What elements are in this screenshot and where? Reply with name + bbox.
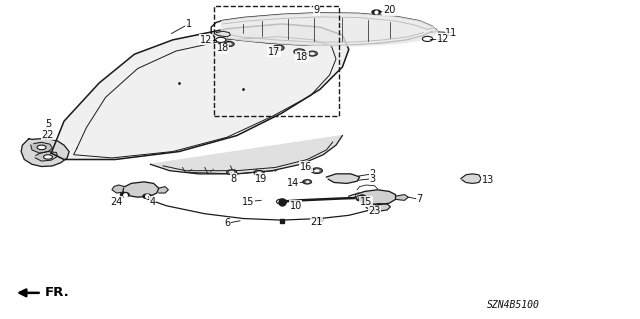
Text: 12: 12 (436, 34, 449, 44)
Text: 6: 6 (224, 218, 230, 228)
Circle shape (44, 155, 52, 159)
Text: 1: 1 (186, 19, 192, 29)
Polygon shape (159, 187, 168, 193)
Circle shape (275, 47, 282, 49)
Circle shape (227, 170, 237, 175)
Text: 5: 5 (45, 119, 51, 130)
Text: 13: 13 (481, 175, 494, 185)
Circle shape (257, 172, 262, 174)
Text: 20: 20 (383, 5, 396, 15)
Polygon shape (35, 152, 58, 161)
Polygon shape (355, 190, 396, 205)
Circle shape (37, 145, 46, 150)
Circle shape (216, 37, 226, 42)
Text: SZN4B5100: SZN4B5100 (486, 300, 540, 310)
Polygon shape (31, 142, 52, 153)
Text: 23: 23 (368, 206, 381, 216)
Polygon shape (21, 139, 69, 167)
Polygon shape (396, 195, 408, 200)
Circle shape (254, 170, 264, 175)
Circle shape (311, 168, 323, 174)
Circle shape (294, 49, 305, 55)
Text: 19: 19 (255, 174, 268, 184)
Circle shape (305, 181, 310, 183)
Text: 18: 18 (216, 43, 229, 54)
Polygon shape (326, 174, 360, 183)
Circle shape (310, 52, 315, 55)
Circle shape (356, 195, 367, 200)
Text: 4: 4 (149, 197, 156, 207)
Text: 22: 22 (42, 130, 54, 140)
Circle shape (307, 51, 317, 56)
Polygon shape (51, 24, 349, 160)
Text: 14: 14 (287, 178, 300, 189)
Circle shape (227, 43, 232, 45)
Text: 18: 18 (296, 52, 308, 62)
Text: 15: 15 (360, 197, 372, 207)
Circle shape (276, 199, 287, 204)
Text: 2: 2 (369, 169, 376, 179)
Polygon shape (461, 174, 481, 183)
Text: 9: 9 (314, 5, 320, 15)
Text: 24: 24 (110, 197, 123, 207)
Text: 12: 12 (200, 35, 212, 45)
Circle shape (273, 45, 284, 51)
Polygon shape (112, 185, 125, 193)
Circle shape (422, 36, 433, 41)
Polygon shape (366, 204, 390, 211)
Text: 10: 10 (289, 201, 302, 211)
Text: 21: 21 (310, 217, 323, 227)
Text: 3: 3 (369, 174, 376, 184)
Circle shape (229, 171, 234, 174)
Text: 15: 15 (242, 197, 255, 207)
Text: 7: 7 (416, 194, 422, 204)
Text: 11: 11 (445, 27, 458, 38)
Circle shape (314, 169, 320, 172)
Circle shape (372, 10, 381, 14)
Polygon shape (123, 182, 159, 197)
Bar (214, 6, 339, 116)
Text: 8: 8 (230, 174, 237, 184)
Polygon shape (216, 31, 230, 37)
Circle shape (297, 50, 303, 53)
Polygon shape (150, 136, 342, 174)
Circle shape (120, 192, 129, 197)
Circle shape (224, 41, 234, 47)
Text: 17: 17 (268, 47, 280, 57)
Text: FR.: FR. (45, 286, 70, 299)
Text: 16: 16 (300, 161, 312, 172)
Circle shape (303, 180, 312, 184)
Circle shape (143, 194, 152, 198)
